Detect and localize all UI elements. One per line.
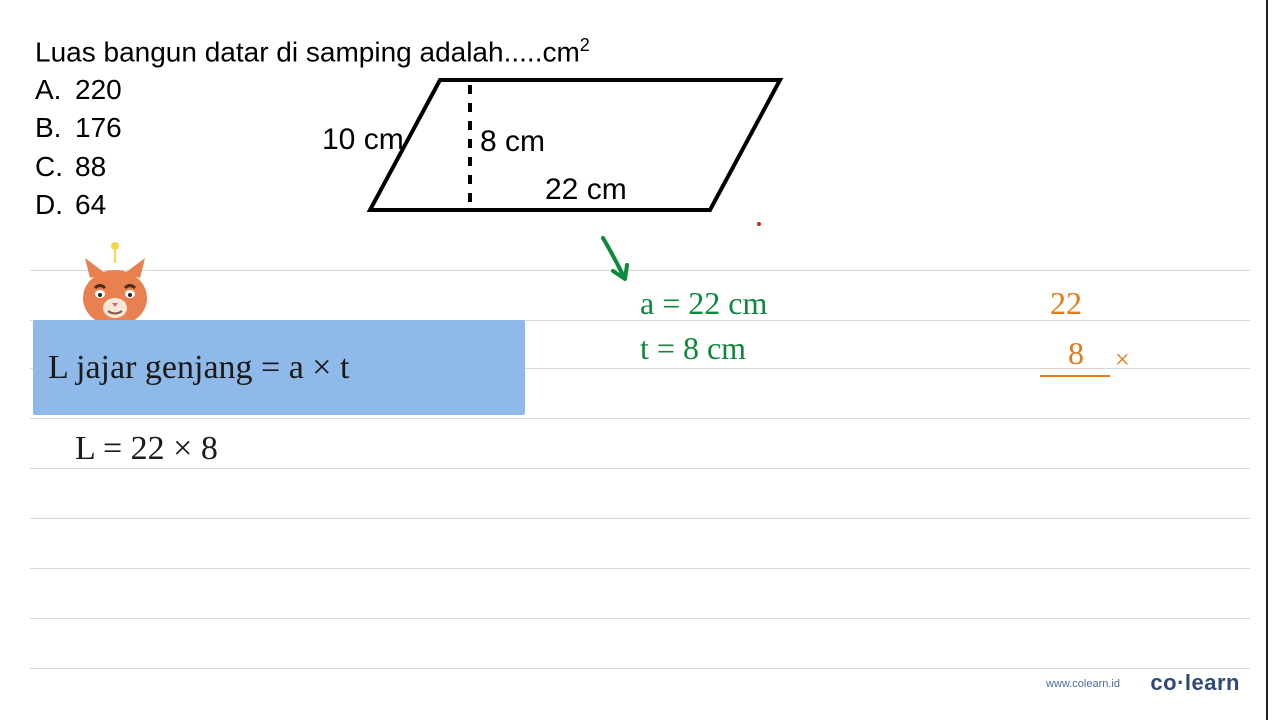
- cat-mascot-icon: [70, 238, 160, 328]
- question-text: Luas bangun datar di samping adalah.....…: [35, 35, 590, 68]
- option-value: 88: [75, 151, 106, 182]
- option-value: 176: [75, 112, 122, 143]
- orange-top: 22: [1050, 285, 1082, 322]
- footer-url: www.colearn.id: [1046, 678, 1120, 690]
- green-a-value: a = 22 cm: [640, 285, 767, 322]
- orange-bottom: 8: [1068, 335, 1084, 372]
- option-d: D.64: [35, 187, 122, 223]
- arrow-icon: [595, 235, 635, 290]
- orange-operator: ×: [1115, 345, 1130, 375]
- options-list: A.220 B.176 C.88 D.64: [35, 72, 122, 226]
- option-letter: D.: [35, 187, 75, 223]
- question-exponent: 2: [580, 35, 590, 55]
- formula-box: L jajar genjang = a × t: [33, 320, 525, 415]
- right-border: [1266, 0, 1268, 720]
- orange-underline: [1040, 375, 1110, 377]
- calc-line-1: L = 22 × 8: [75, 430, 218, 468]
- green-t-value: t = 8 cm: [640, 330, 746, 367]
- parallelogram-diagram: 10 cm 8 cm 22 cm: [320, 75, 800, 230]
- red-dot: [757, 222, 761, 226]
- option-value: 64: [75, 189, 106, 220]
- option-value: 220: [75, 74, 122, 105]
- option-a: A.220: [35, 72, 122, 108]
- option-letter: C.: [35, 149, 75, 185]
- option-b: B.176: [35, 110, 122, 146]
- question-main: Luas bangun datar di samping adalah.....…: [35, 36, 580, 67]
- option-c: C.88: [35, 149, 122, 185]
- base-label: 22 cm: [545, 173, 627, 207]
- formula-text: L jajar genjang = a × t: [48, 349, 349, 387]
- height-label: 8 cm: [480, 125, 545, 159]
- footer-logo: co·learn: [1150, 670, 1240, 696]
- side-label: 10 cm: [322, 123, 404, 157]
- option-letter: B.: [35, 110, 75, 146]
- option-letter: A.: [35, 72, 75, 108]
